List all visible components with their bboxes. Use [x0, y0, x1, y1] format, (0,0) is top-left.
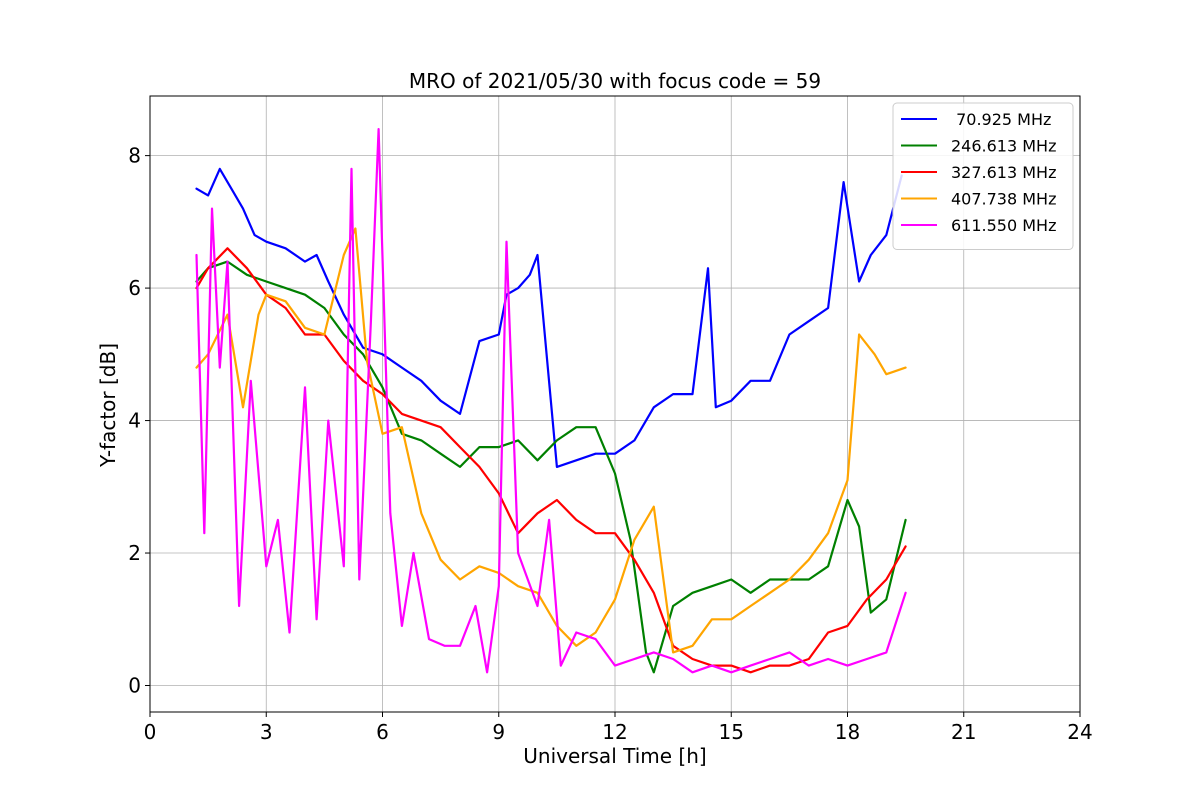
y-tick-label: 0 — [128, 674, 141, 698]
y-tick-label: 2 — [128, 541, 141, 565]
series-line-2 — [195, 260, 907, 674]
x-tick-label: 24 — [1067, 720, 1092, 744]
x-tick-label: 12 — [602, 720, 627, 744]
legend-label-4: 407.738 MHz — [951, 190, 1056, 209]
y-tick-label: 8 — [128, 144, 141, 168]
chart-title: MRO of 2021/05/30 with focus code = 59 — [409, 69, 821, 93]
x-tick-label: 21 — [951, 720, 976, 744]
x-tick-label: 9 — [492, 720, 505, 744]
series-line-1 — [195, 167, 903, 468]
x-tick-label: 18 — [835, 720, 860, 744]
legend-label-5: 611.550 MHz — [951, 216, 1056, 235]
y-tick-label: 6 — [128, 276, 141, 300]
x-tick-label: 0 — [144, 720, 157, 744]
series-line-5 — [195, 128, 907, 674]
x-axis-label: Universal Time [h] — [523, 744, 706, 768]
series-layer — [195, 128, 907, 674]
legend-label-1: 70.925 MHz — [951, 110, 1051, 129]
legend: 70.925 MHz 246.613 MHz 327.613 MHz 407.738 … — [892, 102, 1074, 250]
legend-box — [892, 102, 1074, 250]
series-line-4 — [195, 227, 907, 654]
x-tick-label: 15 — [719, 720, 744, 744]
y-axis-label: Y-factor [dB] — [96, 343, 120, 468]
x-tick-label: 6 — [376, 720, 389, 744]
y-tick-label: 4 — [128, 409, 141, 433]
x-tick-label: 3 — [260, 720, 273, 744]
series-line-3 — [195, 247, 907, 674]
legend-label-3: 327.613 MHz — [951, 163, 1056, 182]
legend-label-2: 246.613 MHz — [951, 137, 1056, 156]
